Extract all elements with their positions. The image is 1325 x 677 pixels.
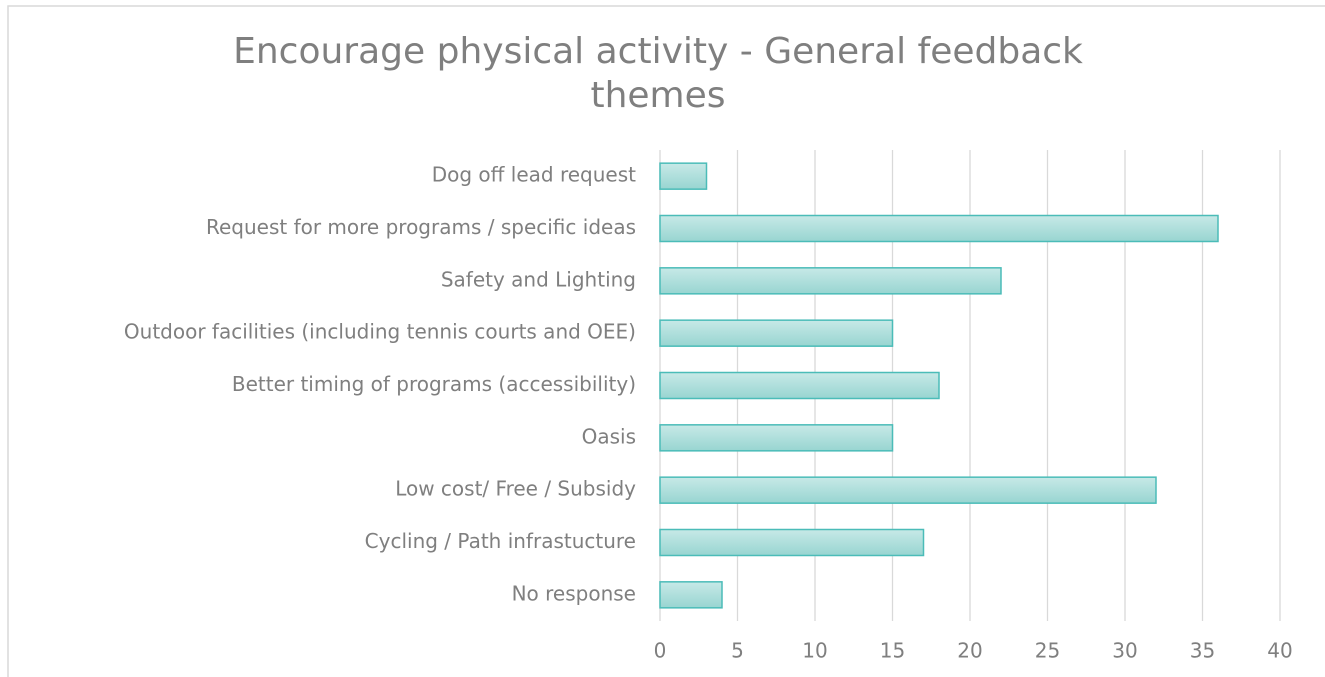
x-tick-label: 25 [1035,639,1060,663]
bar [659,581,723,609]
bar [659,162,708,190]
bar [659,267,1002,295]
x-tick-label: 30 [1112,639,1137,663]
chart-title: Encourage physical activity - General fe… [233,31,1083,116]
x-tick-label: 5 [731,639,744,663]
chart-border [7,5,1325,677]
bar [659,424,894,452]
bar [659,476,1157,504]
bar [659,371,940,400]
y-tick-label: Safety and Lighting [441,267,636,291]
bar [659,214,1219,243]
y-tick-label: Request for more programs / specific ide… [206,215,636,239]
x-tick-label: 20 [957,639,982,663]
x-tick-label: 10 [802,639,827,663]
x-tick-label: 0 [654,639,667,663]
y-tick-label: Outdoor facilities (including tennis cou… [124,320,636,344]
y-tick-label: Oasis [582,424,636,448]
y-tick-label: No response [512,581,636,605]
y-tick-label: Dog off lead request [432,163,636,187]
x-tick-label: 35 [1190,639,1215,663]
bar [659,319,894,347]
x-tick-label: 15 [880,639,905,663]
y-tick-label: Low cost/ Free / Subsidy [395,477,636,501]
bar [659,528,925,557]
y-tick-label: Cycling / Path infrastucture [365,529,636,553]
y-tick-label: Better timing of programs (accessibility… [232,372,636,396]
x-tick-label: 40 [1267,639,1292,663]
